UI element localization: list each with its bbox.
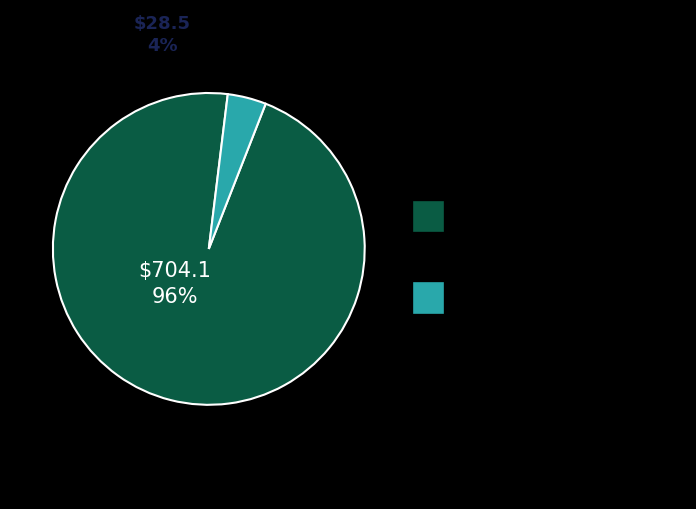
Wedge shape bbox=[53, 94, 365, 405]
Wedge shape bbox=[209, 95, 266, 249]
Text: $704.1
96%: $704.1 96% bbox=[138, 261, 211, 307]
Text: $28.5
4%: $28.5 4% bbox=[134, 15, 191, 55]
